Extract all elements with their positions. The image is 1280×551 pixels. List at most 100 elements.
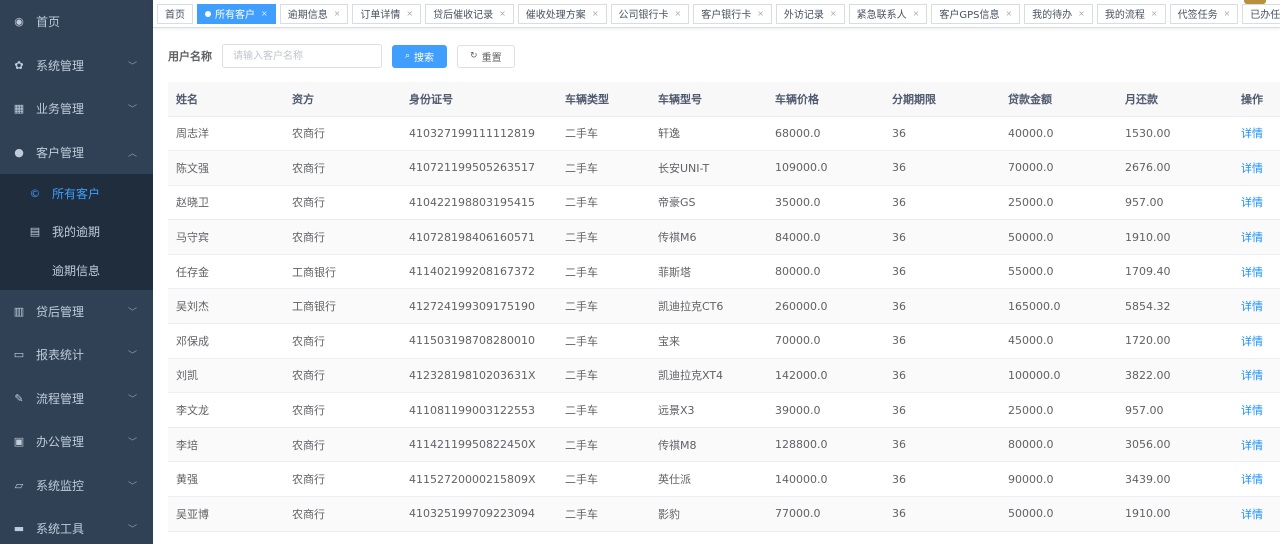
- sidebar-item-6[interactable]: ▬ 系统工具 ﹀: [0, 507, 153, 551]
- table-cell: 农商行: [284, 116, 401, 152]
- table-cell: 赵晓卫: [168, 185, 284, 221]
- chevron-down-icon: ﹀: [127, 525, 137, 536]
- sidebar-item-2[interactable]: ▤ 我的逾期: [0, 213, 153, 252]
- tab-10[interactable]: 紧急联系人 ×: [848, 3, 928, 24]
- table-cell: 传祺M8: [650, 427, 767, 463]
- detail-link[interactable]: 详情: [1241, 507, 1263, 521]
- table-cell: 410327199111112819: [401, 116, 557, 152]
- action-cell: 详情: [1233, 496, 1280, 532]
- sidebar-item-5[interactable]: ▱ 系统监控 ﹀: [0, 464, 153, 508]
- sidebar-item-label: 系统工具: [36, 522, 85, 537]
- reset-button[interactable]: ↻ 重置: [457, 44, 515, 68]
- tab-1[interactable]: 首页: [157, 3, 193, 24]
- detail-link[interactable]: 详情: [1241, 438, 1263, 452]
- sidebar-item-3[interactable]: 逾期信息: [0, 251, 153, 290]
- tab-15[interactable]: 已办任务×: [1242, 3, 1280, 24]
- detail-link[interactable]: 详情: [1241, 369, 1263, 383]
- close-icon[interactable]: ×: [1223, 9, 1231, 18]
- sidebar-item-1[interactable]: ▥ 贷后管理 ﹀: [0, 290, 153, 334]
- tab-14[interactable]: 代签任务 ×: [1169, 3, 1239, 24]
- table-row: 李文龙 农商行 411081199003122553 二手车 远景X3 39000.0 36…: [168, 392, 1280, 428]
- table-cell: 1720.00: [1117, 323, 1233, 359]
- detail-link[interactable]: 详情: [1241, 265, 1263, 279]
- table-header: 姓名 资方 身份证号 车辆类型 车辆型号 车辆价格 分期期限 贷款金额 月还款 操作: [168, 82, 1280, 117]
- tab-label: 贷后催收记录: [433, 10, 494, 21]
- table-cell: 41152720000215809X: [401, 461, 557, 498]
- table-cell: 农商行: [284, 496, 401, 532]
- table-cell: 50000.0: [1000, 496, 1117, 532]
- tab-6[interactable]: 催收处理方案 ×: [517, 3, 607, 24]
- table-cell: 菲斯塔: [650, 254, 767, 290]
- detail-link[interactable]: 详情: [1241, 127, 1263, 141]
- table-cell: 任存金: [168, 254, 284, 290]
- sidebar-item-2[interactable]: ✿ 系统管理 ﹀: [0, 44, 153, 88]
- detail-link[interactable]: 详情: [1241, 300, 1263, 314]
- search-form: 用户名称 ⌕搜索 ↻重置: [168, 44, 525, 68]
- sidebar-item-4[interactable]: ● 客户管理 ︿: [0, 131, 153, 175]
- close-icon[interactable]: ×: [912, 9, 920, 18]
- table-cell: 陈文强: [168, 150, 284, 186]
- search-label: 用户名称: [168, 50, 212, 63]
- tab-11[interactable]: 客户GPS信息 ×: [931, 3, 1021, 24]
- table-cell: 工商银行: [284, 254, 401, 290]
- tab-8[interactable]: 客户银行卡 ×: [693, 3, 772, 24]
- table-cell: 二手车: [557, 323, 650, 359]
- close-icon[interactable]: ×: [499, 9, 506, 18]
- detail-link[interactable]: 详情: [1241, 404, 1263, 418]
- tab-3[interactable]: 逾期信息 ×: [279, 3, 349, 24]
- sidebar-item-label: 业务管理: [36, 102, 85, 117]
- tab-4[interactable]: 订单详情 ×: [352, 3, 422, 24]
- table-row: 任存金 工商银行 411402199208167372 二手车 菲斯塔 80000.0 36…: [168, 254, 1280, 290]
- close-icon[interactable]: ×: [757, 9, 764, 18]
- table-cell: 410721199505263517: [401, 150, 557, 186]
- search-button[interactable]: ⌕ 搜索: [392, 44, 448, 68]
- sidebar-item-2[interactable]: ▭ 报表统计 ﹀: [0, 333, 153, 377]
- sidebar-item-4[interactable]: ▣ 办公管理 ﹀: [0, 420, 153, 464]
- chevron-down-icon: ﹀: [127, 61, 137, 72]
- tab-7[interactable]: 公司银行卡 ×: [610, 3, 690, 24]
- sidebar-item-label: 客户管理: [36, 145, 85, 160]
- detail-link[interactable]: 详情: [1241, 196, 1263, 210]
- table-cell: 农商行: [284, 150, 401, 186]
- detail-link[interactable]: 详情: [1241, 231, 1263, 245]
- close-icon[interactable]: ×: [829, 9, 837, 18]
- detail-link[interactable]: 详情: [1241, 334, 1263, 348]
- table-cell: 260000.0: [767, 288, 884, 325]
- table-cell: 二手车: [557, 254, 650, 290]
- close-icon[interactable]: ×: [674, 9, 682, 18]
- table-row: 周志洋 农商行 410327199111112819 二手车 轩逸 68000.0 36 40…: [168, 116, 1280, 152]
- tab-13[interactable]: 我的流程 ×: [1096, 3, 1166, 24]
- table-cell: 142000.0: [767, 358, 884, 394]
- column-header: 车辆型号: [650, 82, 767, 117]
- action-cell: 详情: [1233, 254, 1280, 290]
- sidebar-item-1[interactable]: ◉ 首页: [0, 0, 153, 44]
- tab-label: 代签任务: [1177, 10, 1218, 21]
- close-icon[interactable]: ×: [1150, 9, 1158, 18]
- detail-link[interactable]: 详情: [1241, 161, 1263, 175]
- table-cell: 36: [884, 116, 1000, 152]
- table-cell: 农商行: [284, 358, 401, 394]
- tab-2[interactable]: 所有客户 ×: [197, 3, 276, 24]
- close-icon[interactable]: ×: [261, 9, 268, 18]
- tab-5[interactable]: 贷后催收记录 ×: [425, 3, 514, 24]
- close-icon[interactable]: ×: [1005, 9, 1013, 18]
- close-icon[interactable]: ×: [1078, 9, 1085, 18]
- tab-12[interactable]: 我的待办 ×: [1024, 3, 1093, 24]
- table-cell: 36: [884, 461, 1000, 498]
- tab-9[interactable]: 外访记录 ×: [775, 3, 845, 24]
- table-cell: 3439.00: [1117, 461, 1233, 498]
- table-cell: 36: [884, 323, 1000, 359]
- close-icon[interactable]: ×: [591, 9, 599, 18]
- sidebar-item-3[interactable]: ▦ 业务管理 ﹀: [0, 87, 153, 131]
- table-row: 吴刘杰 工商银行 412724199309175190 二手车 凯迪拉克CT6 26000…: [168, 288, 1280, 325]
- avatar[interactable]: [1244, 0, 1266, 4]
- table-cell: 55000.0: [1000, 254, 1117, 290]
- customer-name-input[interactable]: [222, 44, 382, 68]
- close-icon[interactable]: ×: [406, 9, 414, 18]
- detail-link[interactable]: 详情: [1241, 473, 1263, 487]
- table-cell: 41232819810203631X: [401, 358, 557, 394]
- sidebar-item-1[interactable]: © 所有客户: [0, 174, 153, 213]
- table-cell: 50000.0: [1000, 219, 1117, 255]
- sidebar-item-3[interactable]: ✎ 流程管理 ﹀: [0, 377, 153, 421]
- close-icon[interactable]: ×: [333, 9, 341, 18]
